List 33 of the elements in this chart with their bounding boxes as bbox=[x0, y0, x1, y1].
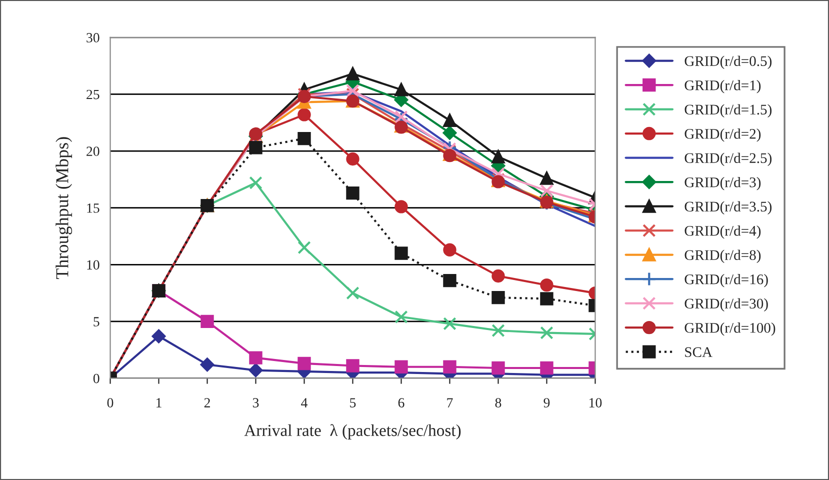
x-tick-label: 7 bbox=[447, 398, 453, 408]
x-tick-label: 10 bbox=[590, 398, 602, 408]
y-tick-label: 15 bbox=[87, 203, 100, 213]
legend-label: GRID(r/d=30) bbox=[684, 298, 768, 312]
x-tick-label: 0 bbox=[107, 398, 114, 408]
x-axis-title: Arrival rate λ (packets/sec/host) bbox=[244, 424, 461, 440]
legend-label: GRID(r/d=2.5) bbox=[684, 152, 772, 166]
legend-label: SCA bbox=[685, 347, 712, 358]
legend-label: GRID(r/d=1) bbox=[684, 80, 761, 94]
legend-label: GRID(r/d=4) bbox=[684, 226, 761, 239]
y-tick-label: 30 bbox=[86, 33, 100, 42]
legend-label: GRID(r/d=1.5) bbox=[684, 104, 772, 118]
y-tick-label: 25 bbox=[86, 90, 100, 100]
y-tick-label: 10 bbox=[87, 260, 100, 270]
x-tick-label: 2 bbox=[204, 398, 210, 408]
legend-label: GRID(r/d=0.5) bbox=[684, 56, 772, 69]
legend-label: GRID(r/d=3.5) bbox=[684, 201, 772, 214]
legend-label: GRID(r/d=8) bbox=[684, 250, 761, 263]
x-tick-label: 6 bbox=[398, 398, 404, 408]
x-tick-label: 4 bbox=[301, 398, 308, 408]
legend-label: GRID(r/d=16) bbox=[684, 274, 768, 288]
legend-label: GRID(r/d=100) bbox=[684, 322, 776, 336]
legend-label: GRID(r/d=2) bbox=[684, 128, 761, 142]
y-tick-label: 20 bbox=[86, 146, 100, 156]
x-tick-label: 1 bbox=[156, 398, 162, 408]
legend-label: GRID(r/d=3) bbox=[684, 177, 761, 190]
x-tick-label: 5 bbox=[350, 398, 356, 408]
x-tick-label: 3 bbox=[252, 398, 259, 408]
y-axis-title: Throughput (Mbps) bbox=[56, 137, 72, 279]
x-tick-label: 9 bbox=[544, 398, 550, 408]
y-tick-label: 0 bbox=[93, 374, 100, 384]
y-tick-label: 5 bbox=[94, 317, 100, 326]
x-tick-label: 8 bbox=[495, 398, 502, 408]
